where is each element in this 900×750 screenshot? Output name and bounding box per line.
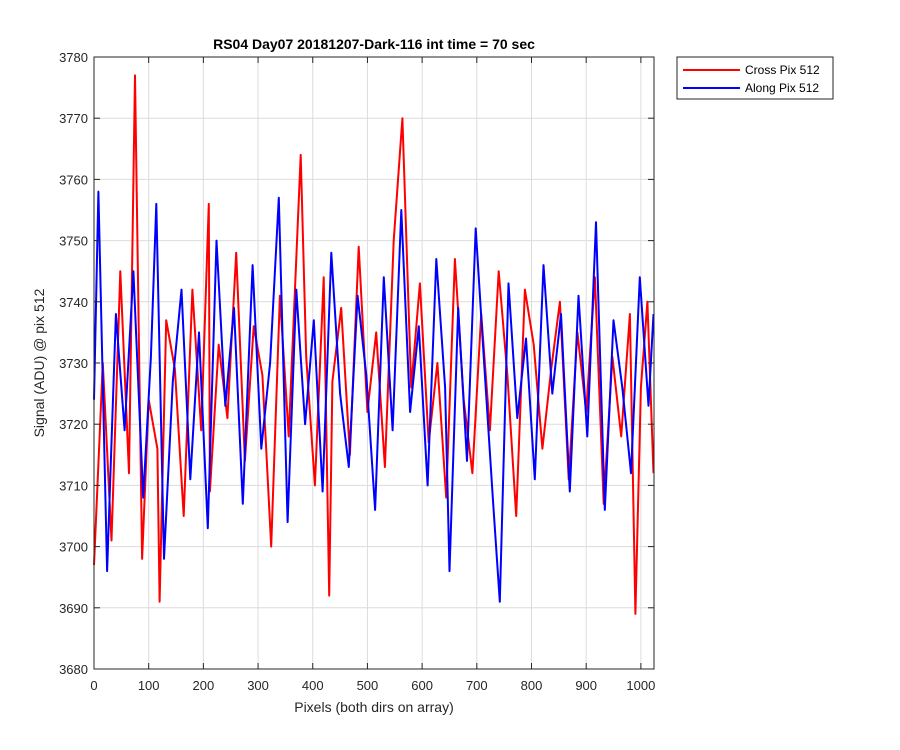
y-tick-label: 3760 bbox=[59, 172, 88, 187]
legend-label-along-pix: Along Pix 512 bbox=[745, 81, 819, 95]
chart-title: RS04 Day07 20181207-Dark-116 int time = … bbox=[213, 36, 535, 52]
x-tick-label: 700 bbox=[466, 678, 488, 693]
y-tick-label: 3720 bbox=[59, 417, 88, 432]
x-tick-label: 400 bbox=[302, 678, 324, 693]
x-tick-label: 1000 bbox=[626, 678, 655, 693]
x-tick-label: 100 bbox=[138, 678, 160, 693]
x-tick-label: 500 bbox=[357, 678, 379, 693]
y-tick-label: 3680 bbox=[59, 662, 88, 677]
y-tick-label: 3770 bbox=[59, 111, 88, 126]
y-tick-label: 3740 bbox=[59, 295, 88, 310]
x-tick-label: 900 bbox=[575, 678, 597, 693]
legend-label-cross-pix: Cross Pix 512 bbox=[745, 63, 820, 77]
y-tick-label: 3780 bbox=[59, 50, 88, 65]
y-tick-label: 3750 bbox=[59, 234, 88, 249]
x-tick-labels: 0 100 200 300 400 500 600 700 800 900 1000 bbox=[90, 678, 655, 693]
y-tick-label: 3690 bbox=[59, 601, 88, 616]
x-tick-label: 300 bbox=[247, 678, 269, 693]
legend[interactable]: Cross Pix 512 Along Pix 512 bbox=[676, 56, 834, 100]
x-tick-label: 200 bbox=[193, 678, 215, 693]
x-tick-label: 0 bbox=[90, 678, 97, 693]
y-tick-label: 3730 bbox=[59, 356, 88, 371]
legend-box bbox=[676, 56, 834, 100]
y-tick-labels: 3680 3690 3700 3710 3720 3730 3740 3750 3760 3770… bbox=[59, 50, 88, 677]
series-line-1 bbox=[93, 190, 655, 603]
data-lines bbox=[93, 74, 655, 615]
x-tick-label: 800 bbox=[521, 678, 543, 693]
x-axis-label: Pixels (both dirs on array) bbox=[294, 699, 454, 715]
y-axis-label: Signal (ADU) @ pix 512 bbox=[31, 288, 47, 437]
y-tick-label: 3710 bbox=[59, 478, 88, 493]
x-tick-label: 600 bbox=[411, 678, 433, 693]
axis-ticks bbox=[93, 56, 654, 670]
y-tick-label: 3700 bbox=[59, 540, 88, 555]
